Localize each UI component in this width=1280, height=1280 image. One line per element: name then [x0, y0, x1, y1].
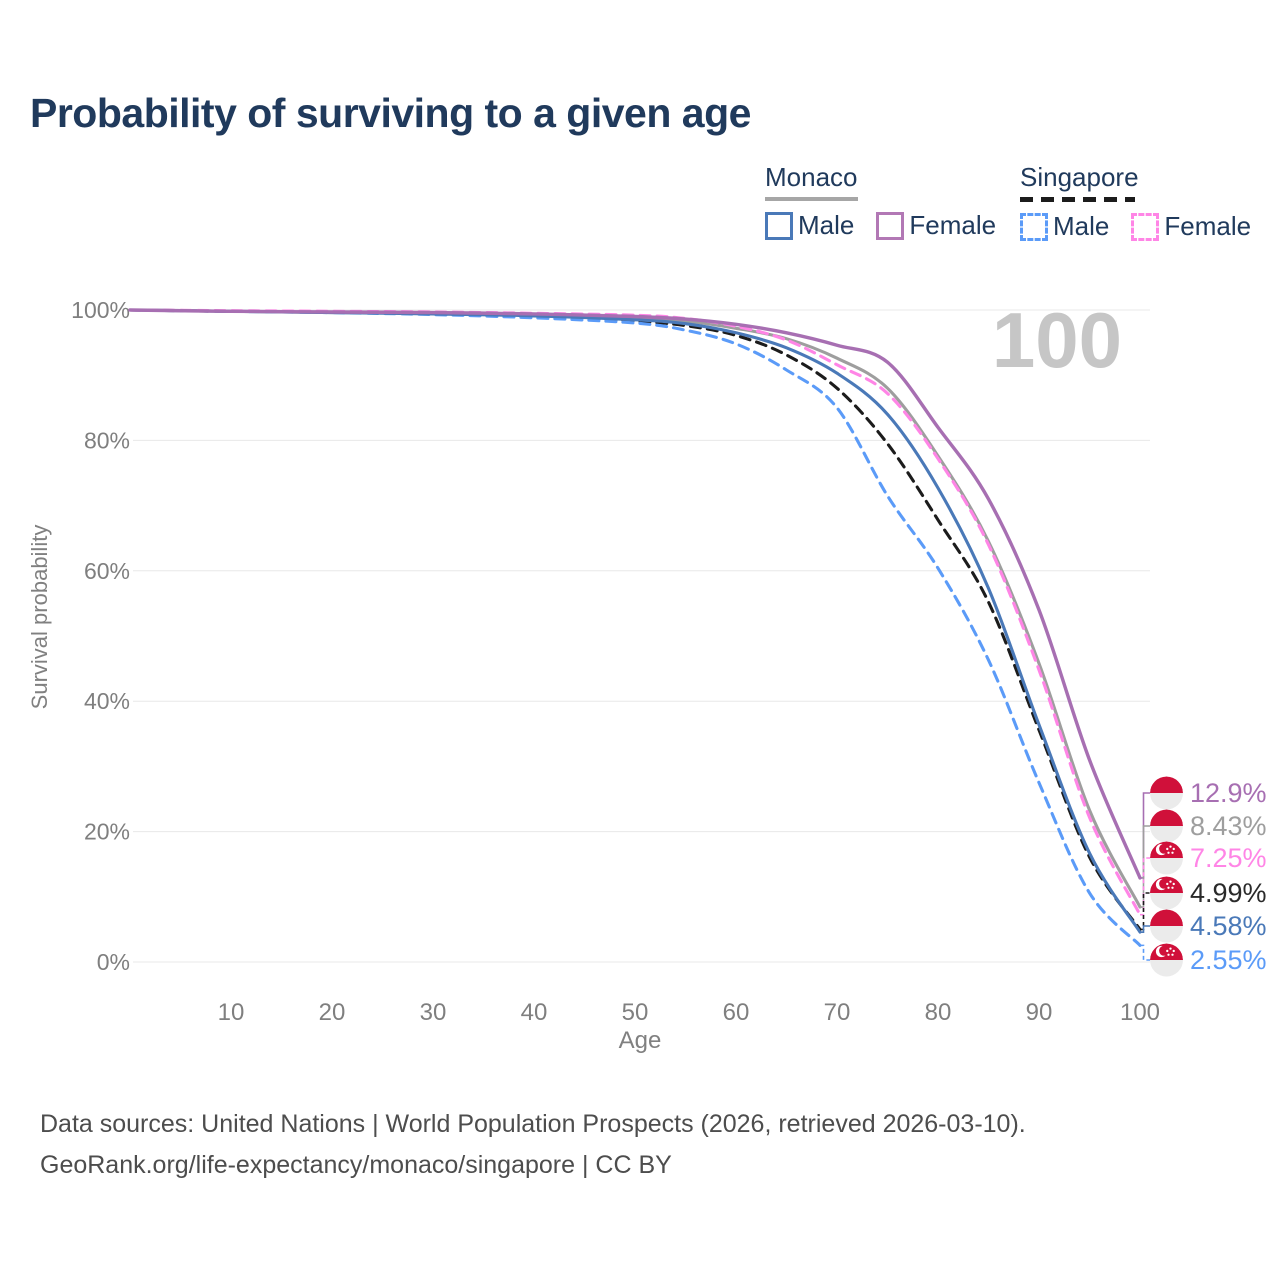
end-label-monaco-both: 8.43% [1190, 811, 1267, 841]
monaco-flag-icon [1150, 909, 1183, 943]
series-line-monaco-female [128, 308, 1142, 880]
monaco-male-swatch [765, 211, 793, 240]
legend-group-singapore: Singapore Male Female [1020, 162, 1251, 242]
x-tick-label-10: 10 [218, 999, 245, 1026]
x-tick-label-70: 70 [824, 999, 851, 1026]
legend-country-singapore: Singapore [1020, 162, 1139, 192]
legend-label-monaco-female: Female [909, 210, 997, 240]
leader-line-singapore-female [1140, 857, 1152, 916]
x-tick-label-60: 60 [723, 999, 750, 1026]
x-axis-tick-labels: 10 20 30 40 50 60 70 80 90 100 [218, 999, 1160, 1026]
x-tick-label-50: 50 [622, 999, 649, 1026]
monaco-flag-icon [1150, 776, 1183, 810]
y-tick-label-40: 40% [84, 688, 130, 714]
y-axis-title: Survival probability [27, 525, 52, 710]
leader-line-singapore-male [1140, 944, 1152, 961]
age-counter-watermark: 100 [992, 296, 1122, 384]
legend-label-monaco-male: Male [798, 210, 855, 240]
singapore-flag-icon [1150, 943, 1183, 977]
y-axis-tick-labels: 100% 80% 60% 40% 20% 0% [71, 297, 130, 975]
singapore-male-swatch [1020, 212, 1048, 241]
data-source-note: Data sources: United Nations | World Pop… [40, 1110, 1026, 1138]
end-label-singapore-both: 4.99% [1190, 878, 1267, 908]
legend-item-singapore-male[interactable]: Male [1020, 211, 1109, 242]
monaco-line-style-sample [765, 197, 858, 201]
series-line-singapore-female [128, 308, 1142, 917]
y-tick-label-60: 60% [84, 558, 130, 584]
x-tick-label-80: 80 [925, 999, 952, 1026]
legend-label-singapore-male: Male [1053, 211, 1110, 241]
singapore-line-style-sample [1020, 197, 1135, 202]
x-axis-title: Age [619, 1027, 662, 1054]
legend-country-monaco: Monaco [765, 162, 858, 192]
attribution-note: GeoRank.org/life-expectancy/monaco/singa… [40, 1150, 672, 1179]
series-line-singapore-both [128, 308, 1142, 932]
end-label-singapore-female: 7.25% [1190, 843, 1267, 873]
end-label-monaco-male: 4.58% [1190, 911, 1267, 941]
y-tick-label-20: 20% [84, 819, 130, 845]
monaco-female-swatch [876, 211, 905, 240]
legend-label-singapore-female: Female [1164, 211, 1252, 241]
x-tick-label-20: 20 [319, 999, 346, 1026]
singapore-flag-icon [1150, 876, 1183, 910]
end-value-labels: 12.9%8.43%7.25% 4.99%4.58% 2.55% [1150, 776, 1267, 977]
survival-curves [128, 308, 1142, 947]
singapore-female-swatch [1131, 212, 1160, 241]
label-leader-lines [1140, 792, 1152, 961]
page-title: Probability of surviving to a given age [30, 90, 751, 136]
leader-line-monaco-male [1140, 925, 1152, 933]
end-label-monaco-female: 12.9% [1190, 778, 1267, 808]
x-tick-label-40: 40 [521, 999, 548, 1026]
series-line-monaco-male [128, 308, 1142, 934]
x-tick-label-30: 30 [420, 999, 447, 1026]
monaco-flag-icon [1150, 809, 1183, 843]
leader-line-singapore-both [1140, 892, 1152, 931]
end-label-singapore-male: 2.55% [1190, 945, 1267, 975]
y-tick-label-100: 100% [71, 297, 130, 323]
x-tick-label-100: 100 [1120, 999, 1160, 1026]
footer: Data sources: United Nations | World Pop… [40, 1104, 1026, 1185]
series-line-singapore-male [128, 308, 1142, 947]
x-tick-label-90: 90 [1026, 999, 1053, 1026]
legend-item-singapore-female[interactable]: Female [1131, 211, 1251, 242]
singapore-flag-icon [1150, 841, 1183, 875]
legend-item-monaco-female[interactable]: Female [876, 210, 996, 241]
y-tick-label-0: 0% [97, 949, 130, 975]
leader-line-monaco-female [1140, 792, 1152, 879]
gridlines [133, 309, 1150, 963]
y-tick-label-80: 80% [84, 427, 130, 453]
series-line-monaco-both [128, 308, 1142, 909]
legend-item-monaco-male[interactable]: Male [765, 210, 854, 241]
legend-group-monaco: Monaco Male Female [765, 162, 996, 241]
